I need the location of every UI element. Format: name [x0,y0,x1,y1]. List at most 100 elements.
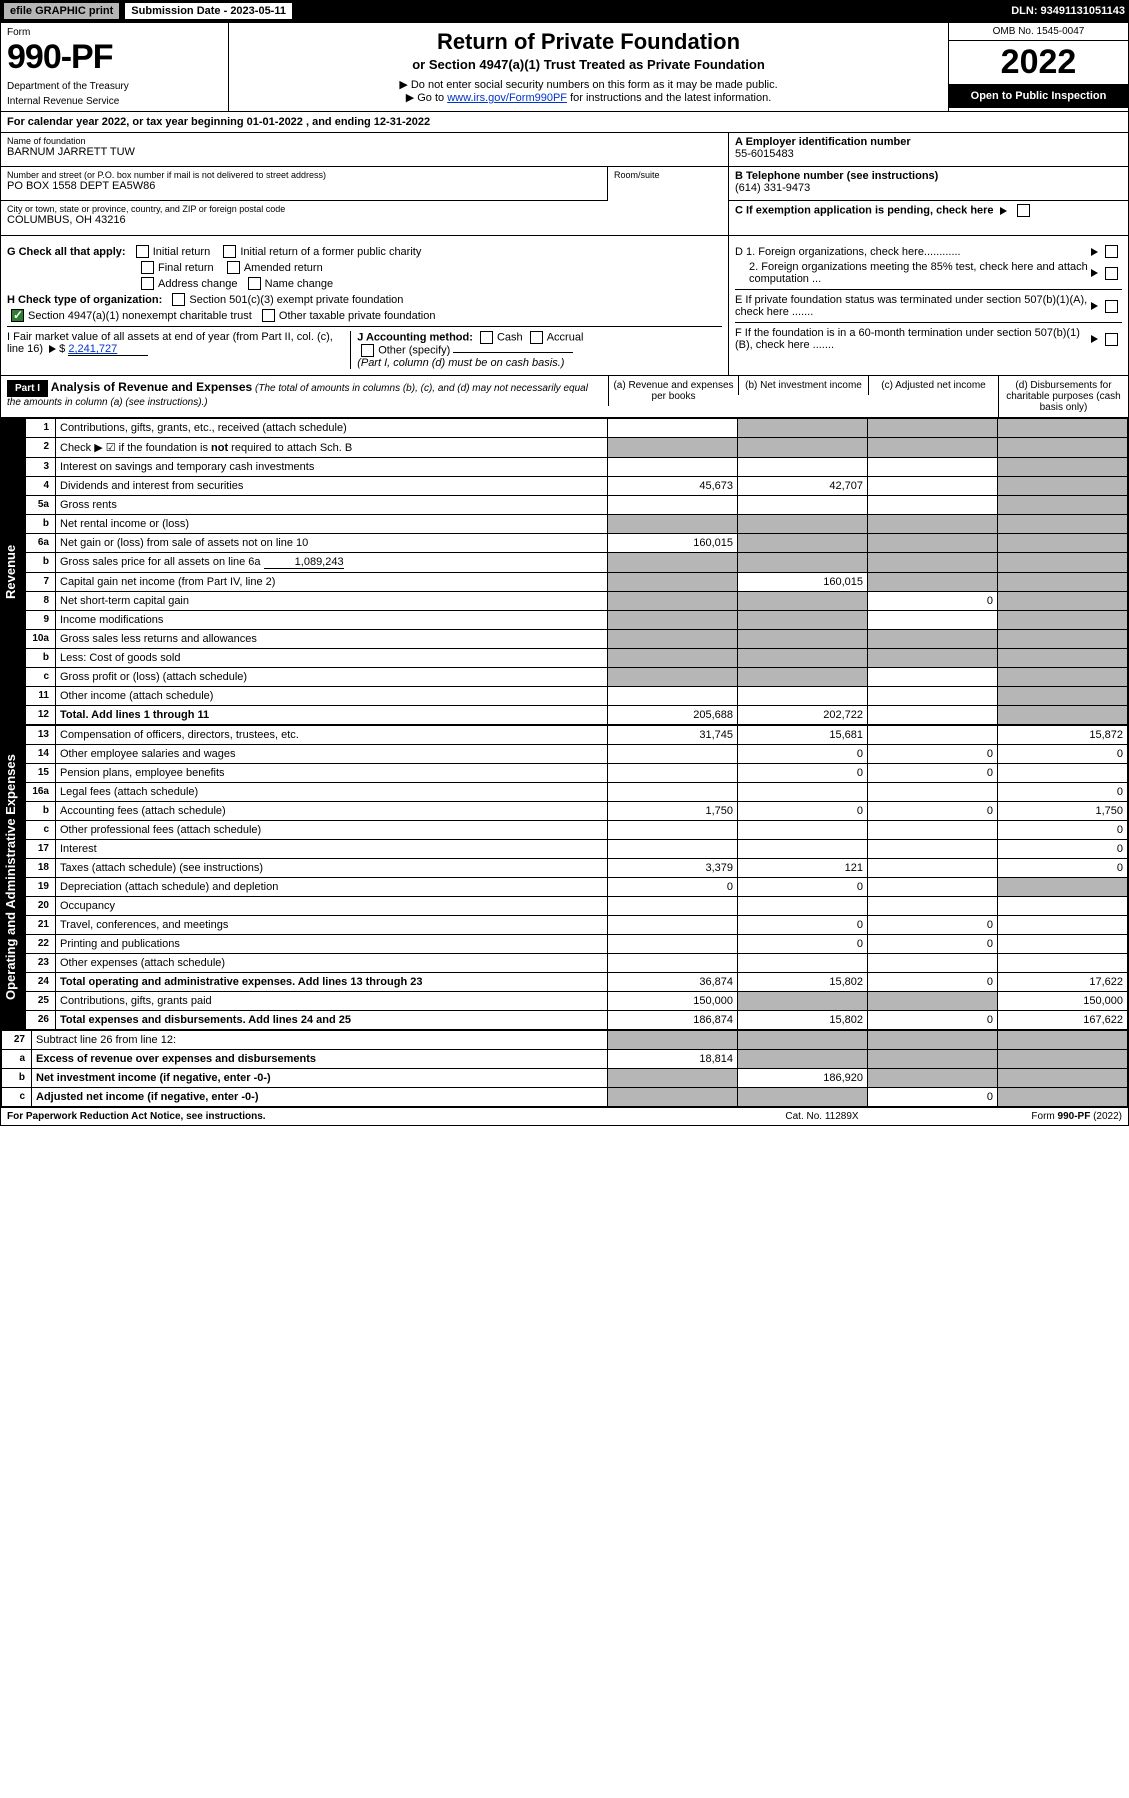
chk-4947[interactable] [11,309,24,322]
chk-initial-return[interactable] [136,245,149,258]
ein-label: A Employer identification number [735,136,1122,148]
cell-shaded [998,573,1128,592]
row-label: Less: Cost of goods sold [56,649,608,668]
cell-shaded [998,687,1128,706]
cell-amount: 167,622 [998,1011,1128,1030]
cell-amount: 1,750 [998,802,1128,821]
cell-amount: 17,622 [998,973,1128,992]
chk-d2[interactable] [1105,267,1118,280]
row-label: Interest on savings and temporary cash i… [56,458,608,477]
j-label: J Accounting method: [357,331,473,343]
cell-shaded [738,1050,868,1069]
chk-accrual[interactable] [530,331,543,344]
chk-d1[interactable] [1105,245,1118,258]
chk-initial-former[interactable] [223,245,236,258]
cell-amount: 0 [868,1011,998,1030]
dept-treasury: Department of the Treasury [7,81,222,92]
arrow-icon [1000,207,1007,215]
table-row: cGross profit or (loss) (attach schedule… [26,668,1128,687]
cell-shaded [868,553,998,573]
row-num: 15 [26,764,56,783]
chk-cash[interactable] [480,331,493,344]
chk-501c3[interactable] [172,293,185,306]
row-num: 4 [26,477,56,496]
cell-amount [998,954,1128,973]
cell-amount: 36,874 [608,973,738,992]
dept-irs: Internal Revenue Service [7,96,222,107]
row-num: 21 [26,916,56,935]
cell-shaded [868,649,998,668]
chk-f[interactable] [1105,333,1118,346]
efile-badge[interactable]: efile GRAPHIC print [4,3,119,19]
table-row: 6aNet gain or (loss) from sale of assets… [26,534,1128,553]
row-label: Travel, conferences, and meetings [56,916,608,935]
cell-shaded [608,1069,738,1088]
cell-amount: 15,872 [998,726,1128,745]
cell-shaded [738,419,868,438]
j-block: J Accounting method: Cash Accrual Other … [350,331,722,369]
arrow-icon [1091,248,1098,256]
ein-cell: A Employer identification number 55-6015… [729,133,1128,167]
opt-initial-return: Initial return [153,246,210,258]
submission-date: Submission Date - 2023-05-11 [125,3,292,19]
col-b-hdr: (b) Net investment income [738,376,868,395]
cell-shaded [868,534,998,553]
cell-shaded [608,611,738,630]
cell-amount [738,458,868,477]
cell-amount [868,821,998,840]
chk-other-method[interactable] [361,344,374,357]
expenses-table: 13Compensation of officers, directors, t… [25,725,1128,1030]
cell-amount: 0 [998,783,1128,802]
cell-shaded [738,649,868,668]
cell-amount [738,496,868,515]
cell-amount [868,783,998,802]
chk-amended[interactable] [227,261,240,274]
opt-other-method: Other (specify) [378,344,450,356]
table-row: 27Subtract line 26 from line 12: [2,1031,1128,1050]
table-row: 11Other income (attach schedule) [26,687,1128,706]
part1-header-row: Part I Analysis of Revenue and Expenses … [1,376,1128,418]
form-outer: Form 990-PF Department of the Treasury I… [0,22,1129,1126]
cell-shaded [738,1031,868,1050]
cell-shaded [738,553,868,573]
f-label: F If the foundation is in a 60-month ter… [735,327,1088,351]
dln: DLN: 93491131051143 [1011,5,1125,17]
row-label: Legal fees (attach schedule) [56,783,608,802]
row-num: b [26,553,56,573]
cell-shaded [998,458,1128,477]
row-label: Other income (attach schedule) [56,687,608,706]
cell-amount: 160,015 [608,534,738,553]
table-row: 10aGross sales less returns and allowanc… [26,630,1128,649]
chk-e[interactable] [1105,300,1118,313]
h-line-1: H Check type of organization: Section 50… [7,293,722,306]
chk-final-return[interactable] [141,261,154,274]
irs-link[interactable]: www.irs.gov/Form990PF [447,92,567,104]
check-right: D 1. Foreign organizations, check here..… [728,236,1128,375]
row-label: Contributions, gifts, grants, etc., rece… [56,419,608,438]
cell-amount: 3,379 [608,859,738,878]
cell-shaded [868,630,998,649]
footer-mid: Cat. No. 11289X [722,1111,922,1122]
row-num: 10a [26,630,56,649]
cell-amount: 0 [868,745,998,764]
row-label: Total. Add lines 1 through 11 [56,706,608,725]
cell-amount [868,611,998,630]
phone-cell: B Telephone number (see instructions) (6… [729,167,1128,201]
row-label: Printing and publications [56,935,608,954]
cell-amount: 15,802 [738,973,868,992]
table-row: 24Total operating and administrative exp… [26,973,1128,992]
exemption-checkbox[interactable] [1017,204,1030,217]
table-row: 15Pension plans, employee benefits00 [26,764,1128,783]
instruction-1: ▶ Do not enter social security numbers o… [241,78,936,91]
fmv-link[interactable]: 2,241,727 [68,343,148,356]
chk-other-taxable[interactable] [262,309,275,322]
cell-amount [868,668,998,687]
table-row: 8Net short-term capital gain0 [26,592,1128,611]
cell-amount [868,878,998,897]
cell-amount: 0 [998,859,1128,878]
open-public-badge: Open to Public Inspection [949,84,1128,108]
cell-amount: 202,722 [738,706,868,725]
chk-name-change[interactable] [248,277,261,290]
part1-title: Analysis of Revenue and Expenses [51,380,252,394]
chk-address-change[interactable] [141,277,154,290]
